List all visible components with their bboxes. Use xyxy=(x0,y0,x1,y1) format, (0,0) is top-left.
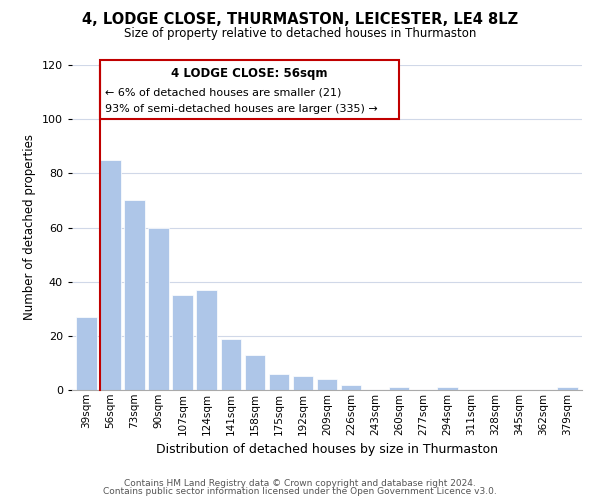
Text: Contains public sector information licensed under the Open Government Licence v3: Contains public sector information licen… xyxy=(103,487,497,496)
Text: Size of property relative to detached houses in Thurmaston: Size of property relative to detached ho… xyxy=(124,28,476,40)
Bar xyxy=(269,374,289,390)
Text: 4 LODGE CLOSE: 56sqm: 4 LODGE CLOSE: 56sqm xyxy=(172,66,328,80)
Bar xyxy=(341,384,361,390)
Text: Contains HM Land Registry data © Crown copyright and database right 2024.: Contains HM Land Registry data © Crown c… xyxy=(124,478,476,488)
Bar xyxy=(557,388,578,390)
FancyBboxPatch shape xyxy=(100,60,399,119)
Bar xyxy=(245,355,265,390)
Y-axis label: Number of detached properties: Number of detached properties xyxy=(23,134,36,320)
Bar xyxy=(221,338,241,390)
Bar xyxy=(317,379,337,390)
Bar xyxy=(172,295,193,390)
Text: 4, LODGE CLOSE, THURMASTON, LEICESTER, LE4 8LZ: 4, LODGE CLOSE, THURMASTON, LEICESTER, L… xyxy=(82,12,518,28)
Bar xyxy=(389,388,409,390)
Bar xyxy=(148,228,169,390)
Bar xyxy=(437,388,458,390)
X-axis label: Distribution of detached houses by size in Thurmaston: Distribution of detached houses by size … xyxy=(156,443,498,456)
Bar xyxy=(124,200,145,390)
Bar xyxy=(76,317,97,390)
Text: 93% of semi-detached houses are larger (335) →: 93% of semi-detached houses are larger (… xyxy=(106,104,378,114)
Bar xyxy=(100,160,121,390)
Bar xyxy=(293,376,313,390)
Text: ← 6% of detached houses are smaller (21): ← 6% of detached houses are smaller (21) xyxy=(106,88,342,98)
Bar xyxy=(196,290,217,390)
